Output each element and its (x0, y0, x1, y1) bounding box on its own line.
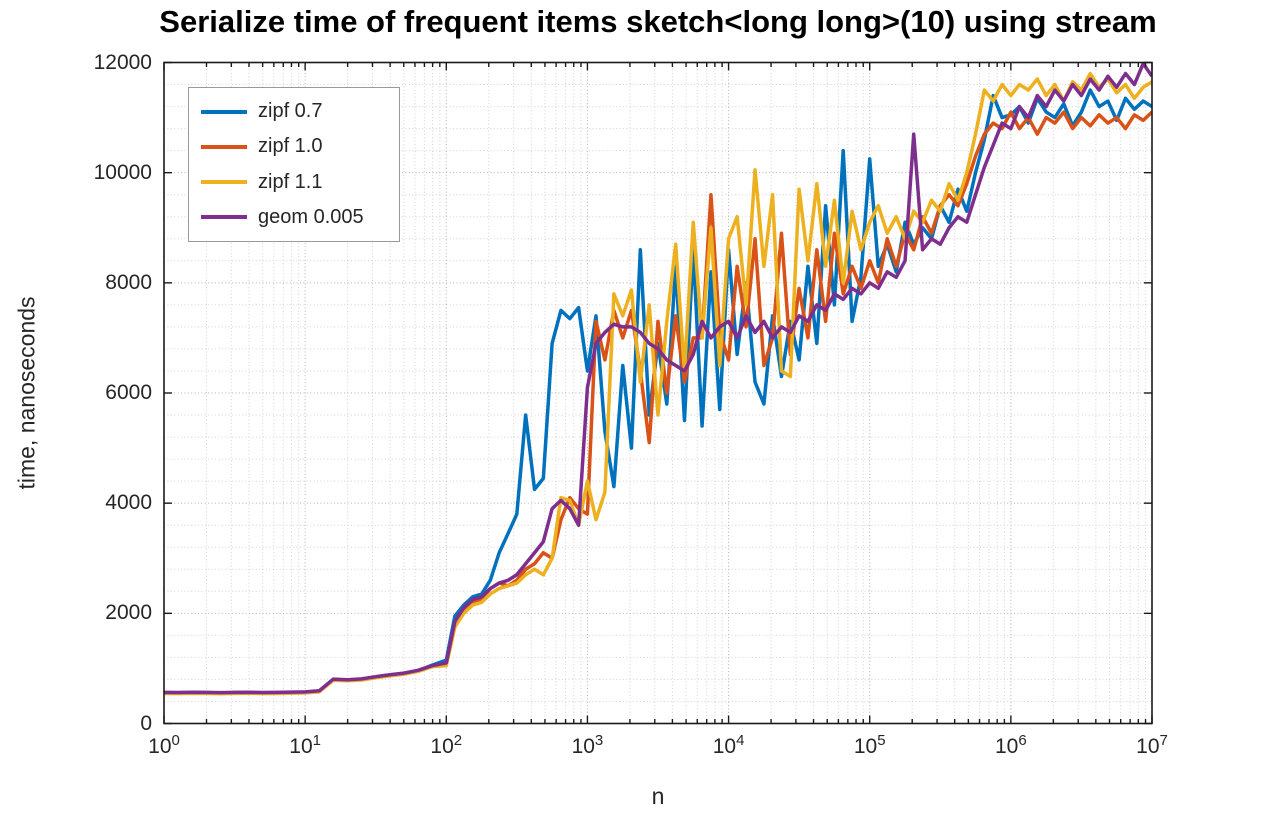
legend-item: zipf 0.7 (201, 100, 399, 123)
legend-swatch-line-icon (201, 180, 247, 185)
y-axis-label: time, nanoseconds (13, 296, 40, 490)
x-tick-label: 102 (430, 732, 463, 758)
x-axis-label: n (651, 783, 665, 809)
x-tick-label: 104 (712, 732, 745, 758)
x-tick-label: 101 (289, 732, 321, 758)
legend-item: geom 0.005 (201, 206, 399, 229)
chart-title: Serialize time of frequent items sketch<… (159, 4, 1157, 39)
y-tick-label: 6000 (105, 381, 152, 404)
axis-ticks (163, 61, 1153, 725)
x-tick-label: 106 (994, 732, 1027, 758)
legend-label: zipf 1.1 (258, 170, 323, 193)
legend-label: zipf 0.7 (258, 100, 323, 123)
x-tick-label: 107 (1136, 732, 1168, 758)
legend: zipf 0.7 zipf 1.0 zipf 1.1 geom 0.005 (188, 87, 400, 242)
y-tick-label: 8000 (105, 270, 152, 294)
x-tick-label: 105 (853, 732, 886, 758)
legend-swatch-line-icon (201, 144, 247, 149)
legend-label: zipf 1.0 (258, 135, 323, 158)
major-gridlines (164, 62, 1152, 724)
x-tick-label: 100 (148, 732, 180, 758)
x-tick-label: 103 (571, 732, 604, 758)
series-line-geom-0-005 (164, 62, 1152, 695)
legend-swatch-line-icon (201, 215, 247, 220)
legend-item: zipf 1.0 (201, 135, 399, 158)
y-tick-label: 2000 (105, 601, 152, 625)
legend-label: geom 0.005 (258, 205, 364, 228)
legend-item: zipf 1.1 (201, 171, 399, 194)
legend-swatch-line-icon (201, 109, 247, 114)
y-tick-label: 4000 (105, 491, 152, 515)
y-tick-label: 12000 (93, 50, 152, 74)
y-tick-label: 0 (140, 711, 152, 735)
series-lines (164, 62, 1152, 696)
y-tick-label: 10000 (93, 160, 152, 184)
